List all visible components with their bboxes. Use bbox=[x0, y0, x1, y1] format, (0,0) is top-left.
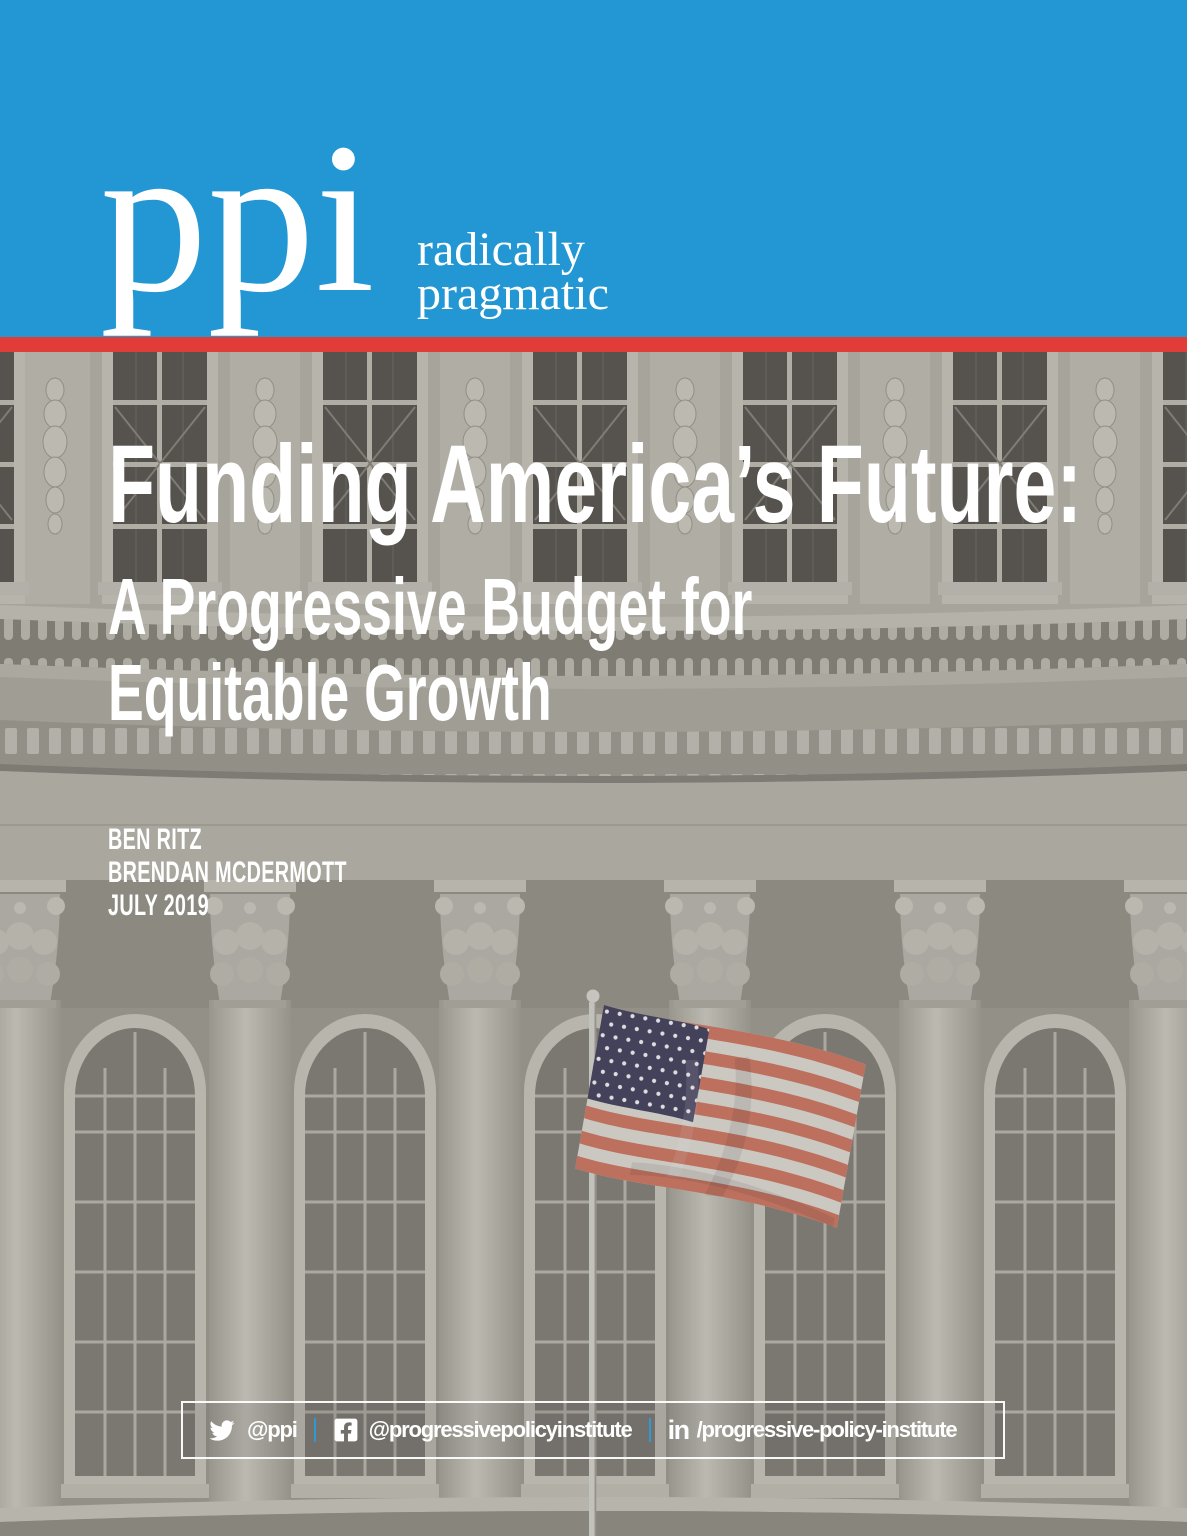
twitter-link[interactable]: @ppi bbox=[207, 1417, 298, 1443]
cover-subtitle: A Progressive Budget for Equitable Growt… bbox=[108, 564, 1070, 736]
cover-subtitle-line-2: Equitable Growth bbox=[108, 648, 552, 737]
social-bar: @ppi @progressivepolicyinstitute in /pro… bbox=[181, 1401, 1005, 1459]
author-name-1: BEN RITZ bbox=[108, 823, 202, 856]
flagpole-illustration bbox=[586, 989, 600, 1536]
linkedin-link[interactable]: in /progressive-policy-institute bbox=[667, 1414, 958, 1445]
cover-subtitle-line-1: A Progressive Budget for bbox=[108, 562, 753, 651]
social-divider bbox=[648, 1418, 651, 1442]
tagline-line-1: radically bbox=[417, 223, 585, 276]
logo-tagline: radically pragmatic bbox=[417, 223, 609, 320]
facebook-icon bbox=[333, 1417, 359, 1443]
author-block: BEN RITZ BRENDAN MCDERMOTT JULY 2019 bbox=[108, 823, 470, 922]
cover-title: Funding America’s Future: bbox=[108, 423, 1187, 547]
cover-title-text: Funding America’s Future: bbox=[108, 423, 1082, 546]
tagline-line-2: pragmatic bbox=[417, 267, 609, 320]
linkedin-icon: in bbox=[667, 1414, 691, 1445]
publication-date: JULY 2019 bbox=[108, 889, 209, 922]
capitol-dome-illustration bbox=[0, 352, 1187, 1536]
author-name-2: BRENDAN MCDERMOTT bbox=[108, 856, 347, 889]
twitter-handle: @ppi bbox=[247, 1417, 298, 1442]
capitol-photo-background bbox=[0, 352, 1187, 1536]
twitter-icon bbox=[207, 1418, 237, 1443]
social-divider bbox=[313, 1418, 316, 1442]
facebook-link[interactable]: @progressivepolicyinstitute bbox=[333, 1417, 633, 1443]
header-banner: ppi radically pragmatic bbox=[0, 0, 1187, 337]
facebook-handle: @progressivepolicyinstitute bbox=[368, 1417, 633, 1442]
linkedin-handle: /progressive-policy-institute bbox=[696, 1417, 958, 1442]
ppi-logo: ppi bbox=[100, 98, 375, 337]
us-flag-illustration bbox=[575, 1005, 866, 1228]
red-accent-line bbox=[0, 337, 1187, 352]
